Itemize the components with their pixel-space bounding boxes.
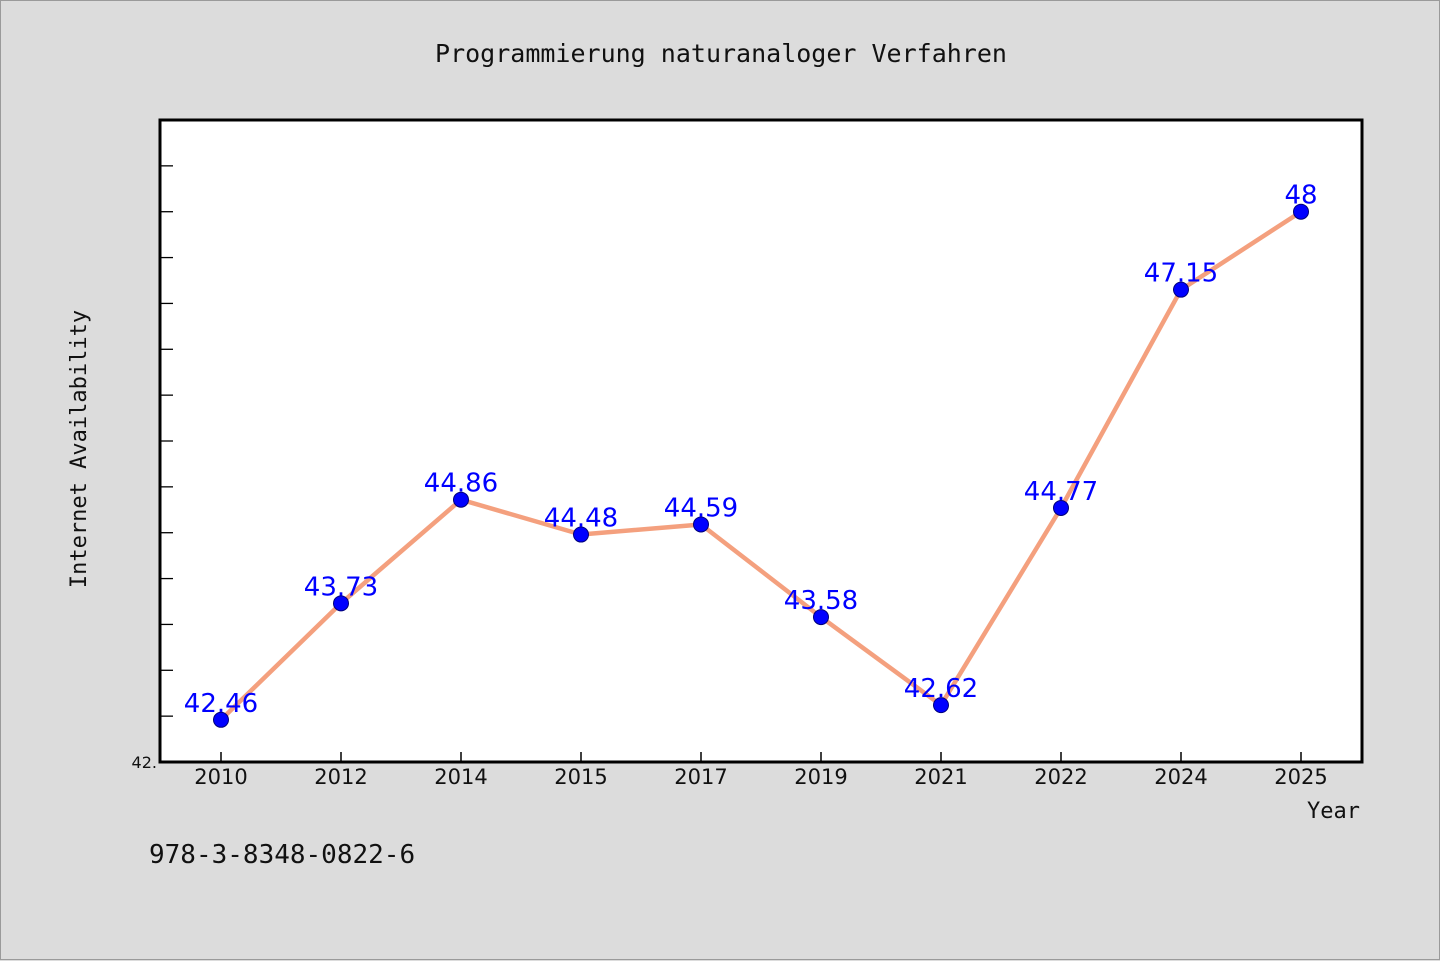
data-label: 47.15 [1144, 259, 1218, 289]
data-label: 43.73 [304, 572, 378, 602]
data-point [213, 711, 229, 728]
data-point [453, 491, 469, 508]
y-axis-tick-labels: 42. [132, 753, 157, 772]
data-point [1053, 499, 1069, 516]
y-axis-label: Internet Availability [67, 310, 92, 588]
x-axis-tick-labels: 2010 2012 2014 2015 2017 2019 2021 2022 2024 2025 [194, 765, 1327, 789]
plot-area [158, 118, 1364, 764]
data-label: 48 [1284, 181, 1317, 211]
data-point [813, 609, 829, 626]
x-tick-label: 2014 [434, 765, 487, 789]
data-label: 42.46 [184, 689, 258, 719]
data-label: 43.58 [784, 586, 858, 616]
data-markers [213, 203, 1309, 728]
x-axis-label: Year [1307, 799, 1360, 824]
chart-title: Programmierung naturanaloger Verfahren [435, 39, 1007, 68]
footer-note: 978-3-8348-0822-6 [149, 840, 415, 870]
data-point [693, 516, 709, 533]
y-axis-minor-ticks [160, 165, 173, 717]
x-tick-label: 2022 [1034, 765, 1087, 789]
x-axis-ticks [220, 752, 1302, 762]
data-point [573, 526, 589, 543]
x-tick-label: 2010 [194, 765, 247, 789]
x-tick-label: 2012 [314, 765, 367, 789]
x-tick-label: 2025 [1274, 765, 1327, 789]
y-tick-label: 42. [132, 753, 157, 772]
data-labels: 42.46 43.73 44.86 44.48 44.59 43.58 42.62 44.77… [184, 181, 1318, 719]
data-label: 44.59 [664, 493, 738, 523]
data-label: 44.77 [1024, 477, 1098, 507]
x-tick-label: 2017 [674, 765, 727, 789]
data-point [333, 595, 349, 612]
data-point [933, 697, 949, 714]
data-label: 42.62 [904, 674, 978, 704]
data-label: 44.86 [424, 469, 498, 499]
series-line [218, 209, 1304, 723]
x-tick-label: 2015 [554, 765, 607, 789]
data-point [1173, 281, 1189, 298]
data-label: 44.48 [544, 504, 618, 534]
x-tick-label: 2021 [914, 765, 967, 789]
x-tick-label: 2024 [1154, 765, 1207, 789]
x-tick-label: 2019 [794, 765, 847, 789]
data-point [1293, 203, 1309, 220]
